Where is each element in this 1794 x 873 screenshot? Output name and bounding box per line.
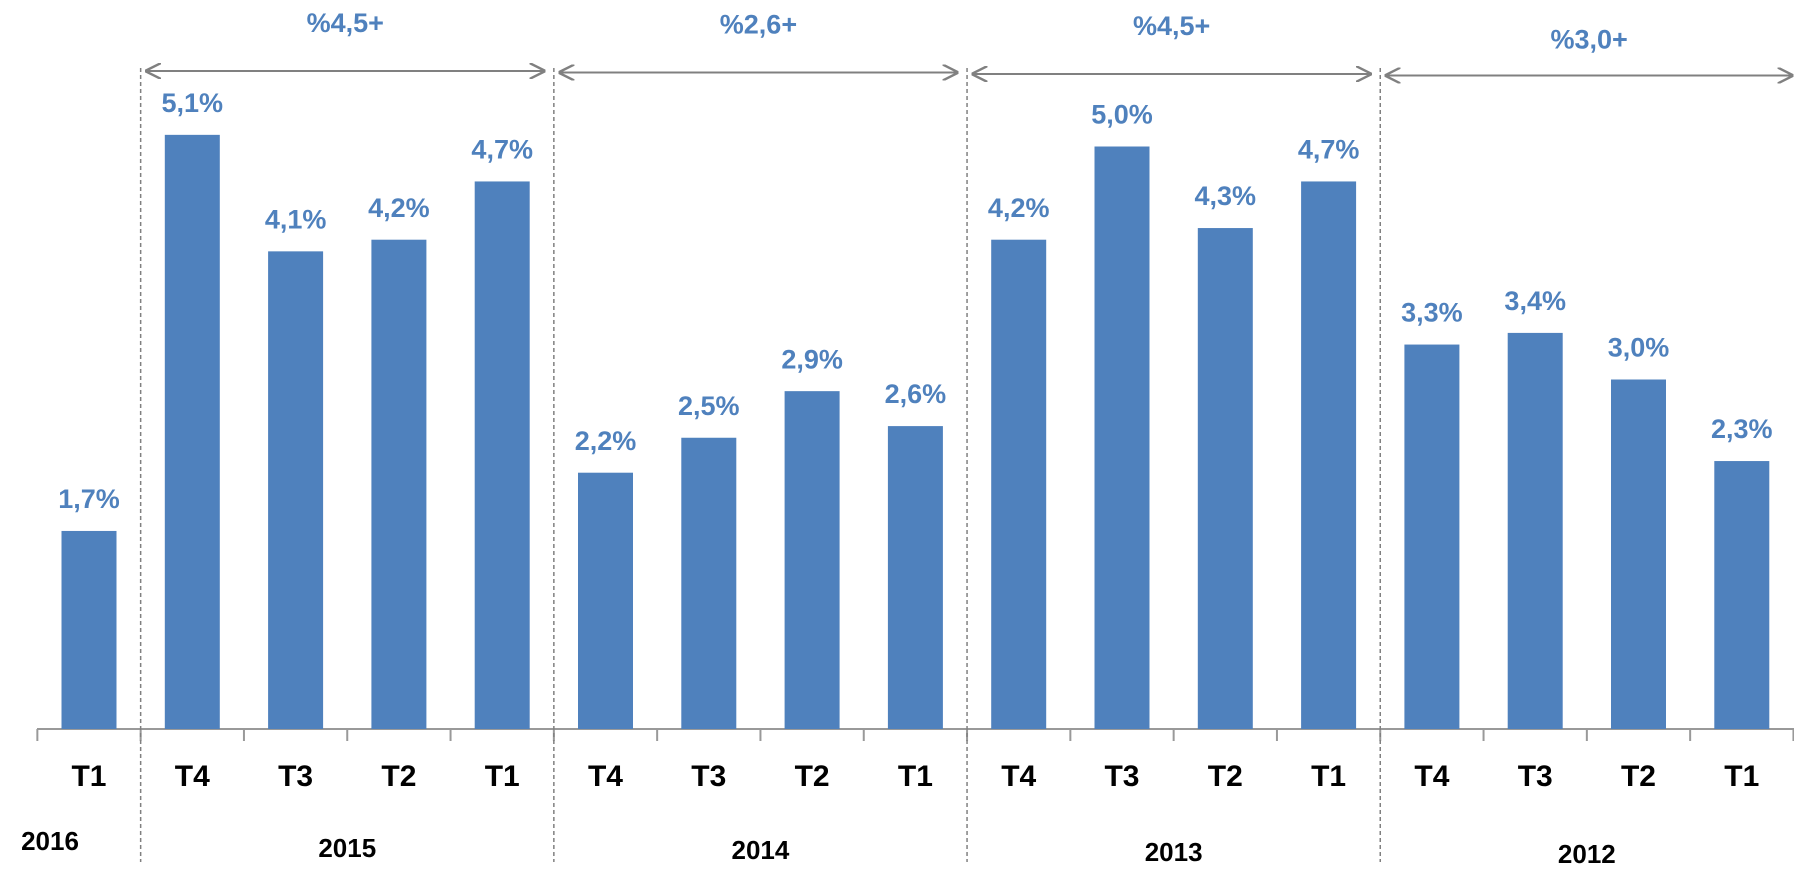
value-label: 4,3% <box>1195 181 1257 211</box>
group-label: 2016 <box>21 826 79 856</box>
x-tick-label: T3 <box>1518 760 1553 793</box>
value-label: 4,7% <box>471 135 533 165</box>
bar <box>578 472 633 729</box>
annotation: %2,6+ <box>720 10 797 40</box>
group-label: 2013 <box>1145 837 1203 867</box>
x-tick-label: T1 <box>1724 760 1759 793</box>
x-tick-label: T3 <box>1104 760 1139 793</box>
x-tick-label: T4 <box>1001 760 1036 793</box>
bar <box>887 426 943 729</box>
value-label: 3,0% <box>1608 333 1670 363</box>
x-tick-label: T1 <box>898 760 933 793</box>
x-tick-label: T3 <box>278 760 313 793</box>
bar <box>268 251 324 729</box>
value-label: 2,5% <box>678 391 740 421</box>
value-label: 4,1% <box>265 204 327 234</box>
x-tick-label: T1 <box>1311 760 1346 793</box>
annotation: %4,5+ <box>1133 11 1210 41</box>
x-tick-label: T2 <box>795 760 830 793</box>
group-label: 2015 <box>318 833 376 863</box>
bar <box>1507 332 1563 729</box>
value-label: 4,7% <box>1298 135 1360 165</box>
value-label: 2,3% <box>1711 414 1773 444</box>
x-tick-label: T2 <box>1208 760 1243 793</box>
bar <box>681 437 737 729</box>
annotation: %3,0+ <box>1550 25 1627 55</box>
value-label: 4,2% <box>988 193 1050 223</box>
value-label: 1,7% <box>58 484 120 514</box>
value-label: 2,9% <box>781 344 843 374</box>
value-label: 5,0% <box>1091 100 1153 130</box>
bar <box>164 134 220 730</box>
group-label: 2012 <box>1558 839 1616 869</box>
annotation: %4,5+ <box>307 8 384 38</box>
bar <box>1301 181 1357 729</box>
x-tick-label: T3 <box>691 760 726 793</box>
bar <box>371 239 427 729</box>
bar <box>1611 379 1666 729</box>
x-tick-label: T2 <box>1621 760 1656 793</box>
x-tick-label: T2 <box>381 760 416 793</box>
x-tick-label: T1 <box>485 760 520 793</box>
bar <box>474 181 530 729</box>
bar <box>61 530 117 729</box>
x-tick-label: T4 <box>175 760 210 793</box>
value-label: 3,4% <box>1504 286 1566 316</box>
value-label: 4,2% <box>368 193 430 223</box>
bar <box>1714 461 1770 729</box>
bar <box>784 391 840 729</box>
x-tick-label: T4 <box>1414 760 1449 793</box>
x-tick-label: T4 <box>588 760 623 793</box>
value-label: 2,6% <box>885 379 947 409</box>
value-label: 2,2% <box>575 426 637 456</box>
bar <box>1404 344 1460 729</box>
value-label: 5,1% <box>162 88 224 118</box>
value-label: 3,3% <box>1401 298 1463 328</box>
x-tick-label: T1 <box>71 760 106 793</box>
bar <box>991 239 1047 729</box>
group-label: 2014 <box>732 835 790 865</box>
bar <box>1197 228 1253 730</box>
bar <box>1094 146 1150 729</box>
